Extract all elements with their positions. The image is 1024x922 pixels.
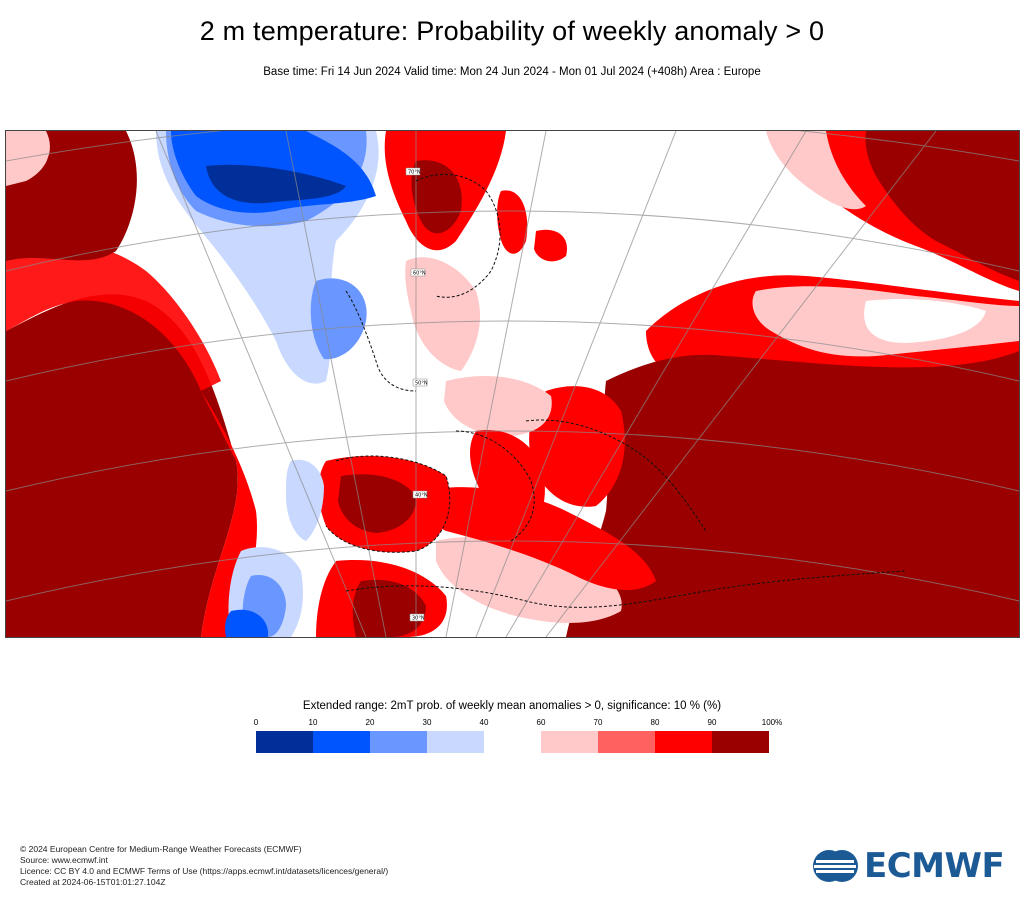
label-30n: 30°N (412, 616, 425, 622)
legend-tick-20: 20 (365, 718, 375, 727)
legend-tick-90: 90 (707, 718, 717, 727)
region-sw-blue-strong (225, 609, 268, 637)
region-russia-white-patch (864, 299, 986, 343)
probability-map[interactable]: 70°N 60°N 50°N 40°N 30°N (5, 130, 1020, 638)
label-50n: 50°N (415, 381, 428, 387)
footer-credits: © 2024 European Centre for Medium-Range … (20, 844, 388, 888)
region-north-blue-darkest (206, 164, 346, 204)
ecmwf-logo-icon (813, 850, 858, 882)
region-north-sea-blue (310, 278, 367, 360)
region-atlantic-red-band (6, 240, 221, 391)
region-ne-russia-dark-red (865, 131, 1019, 281)
footer-copyright: © 2024 European Centre for Medium-Range … (20, 844, 302, 854)
legend-tick-0: 0 (253, 718, 259, 727)
legend-tick-70: 70 (593, 718, 603, 727)
legend-tick-40: 40 (479, 718, 489, 727)
region-baltic-red (534, 229, 567, 262)
legend-swatch-10-20 (313, 731, 370, 753)
region-west-med-pink (436, 536, 622, 623)
region-iberia-dark-red (338, 474, 417, 533)
legend-tick-10: 10 (308, 718, 318, 727)
coastlines (325, 173, 907, 608)
region-greenland-pink (6, 131, 50, 186)
region-norway-dark-red (411, 160, 462, 234)
legend-swatch-80-90 (655, 731, 712, 753)
region-central-med-red (424, 487, 656, 591)
legend-tick-80: 80 (650, 718, 660, 727)
legend-tick-100: 100% (761, 718, 783, 727)
region-iceland-dark-red (46, 147, 126, 210)
footer-licence[interactable]: Licence: CC BY 4.0 and ECMWF Terms of Us… (20, 866, 389, 876)
graticule (6, 131, 1019, 637)
chart-subtitle: Base time: Fri 14 Jun 2024 Valid time: M… (263, 66, 761, 78)
label-70n: 70°N (408, 170, 421, 176)
label-40n: 40°N (415, 493, 428, 499)
region-southeast-dark-red (566, 351, 1019, 637)
region-atlantic-dark-red (6, 294, 238, 637)
region-scandinavia-pink (405, 257, 481, 371)
footer-created: Created at 2024-06-15T01:01:27.104Z (20, 877, 166, 887)
gridline-labels: 70°N 60°N 50°N 40°N 30°N (405, 167, 428, 622)
legend-tick-60: 60 (536, 718, 546, 727)
footer-source: Source: www.ecmwf.int (20, 855, 108, 865)
map-svg: 70°N 60°N 50°N 40°N 30°N (6, 131, 1019, 637)
legend-swatch-20-30 (370, 731, 427, 753)
label-60n: 60°N (413, 271, 426, 277)
region-ne-russia-pink (766, 131, 866, 210)
region-sweden-red (497, 190, 528, 254)
region-iberia-west-blue (286, 459, 324, 541)
chart-title: 2 m temperature: Probability of weekly a… (199, 16, 825, 46)
legend-tick-30: 30 (422, 718, 432, 727)
ecmwf-logo-text: ECMWF (864, 846, 1005, 886)
region-central-pink (444, 376, 552, 436)
legend-swatch-0-10 (256, 731, 313, 753)
region-n-africa-dark-red (352, 579, 426, 637)
legend-swatch-30-40 (427, 731, 484, 753)
legend-swatch-60-70 (541, 731, 598, 753)
ecmwf-logo[interactable]: ECMWF (812, 846, 1005, 886)
legend-swatch-90-100 (712, 731, 769, 753)
legend-title: Extended range: 2mT prob. of weekly mean… (302, 700, 722, 712)
legend-swatch-70-80 (598, 731, 655, 753)
